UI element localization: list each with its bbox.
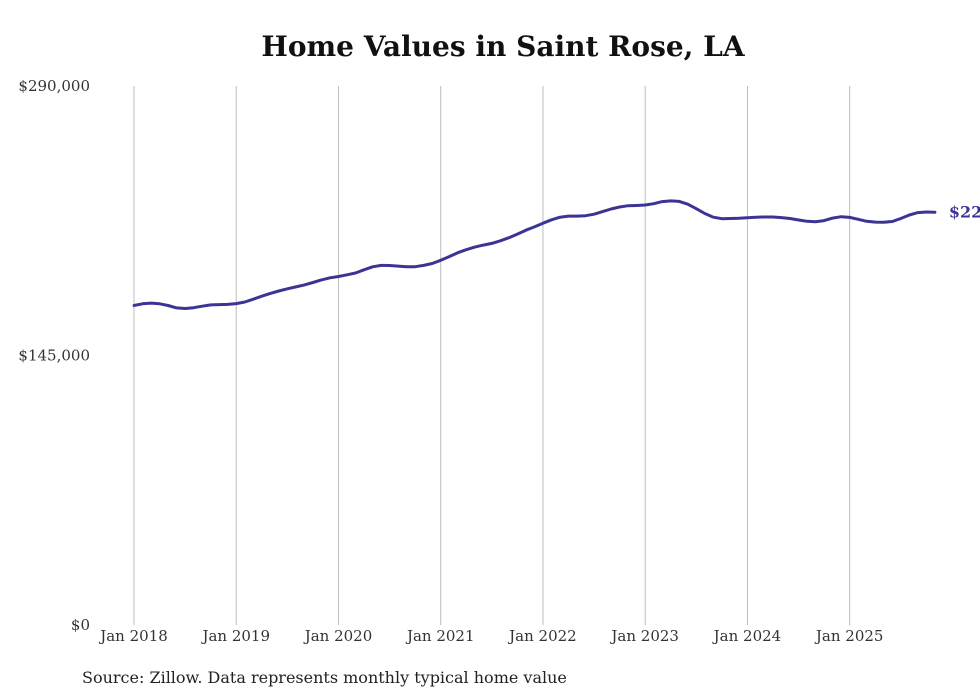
series-line-0 [132,199,937,310]
source-note: Source: Zillow. Data represents monthly … [82,668,567,687]
x-tick-label: Jan 2018 [98,627,168,645]
end-value-label: $222,051 [949,202,980,221]
x-tick-label: Jan 2020 [303,627,373,645]
x-tick-label: Jan 2023 [609,627,679,645]
x-axis-ticks: Jan 2018 Jan 2019 Jan 2020 Jan 2021 Jan 2022… [98,627,883,645]
series-layer [132,199,937,310]
x-tick-label: Jan 2021 [405,627,475,645]
x-tick-label: Jan 2025 [814,627,884,645]
x-tick-label: Jan 2022 [507,627,577,645]
y-tick-label: $290,000 [18,77,90,95]
end-label-layer: $222,051 [949,202,980,221]
x-tick-label: Jan 2019 [200,627,270,645]
gridlines [133,86,851,625]
chart-title: Home Values in Saint Rose, LA [261,30,745,63]
y-axis-ticks: $0 $145,000 $290,000 [18,77,90,634]
x-tick-label: Jan 2024 [712,627,782,645]
y-tick-label: $0 [71,616,90,634]
y-tick-label: $145,000 [18,347,90,365]
